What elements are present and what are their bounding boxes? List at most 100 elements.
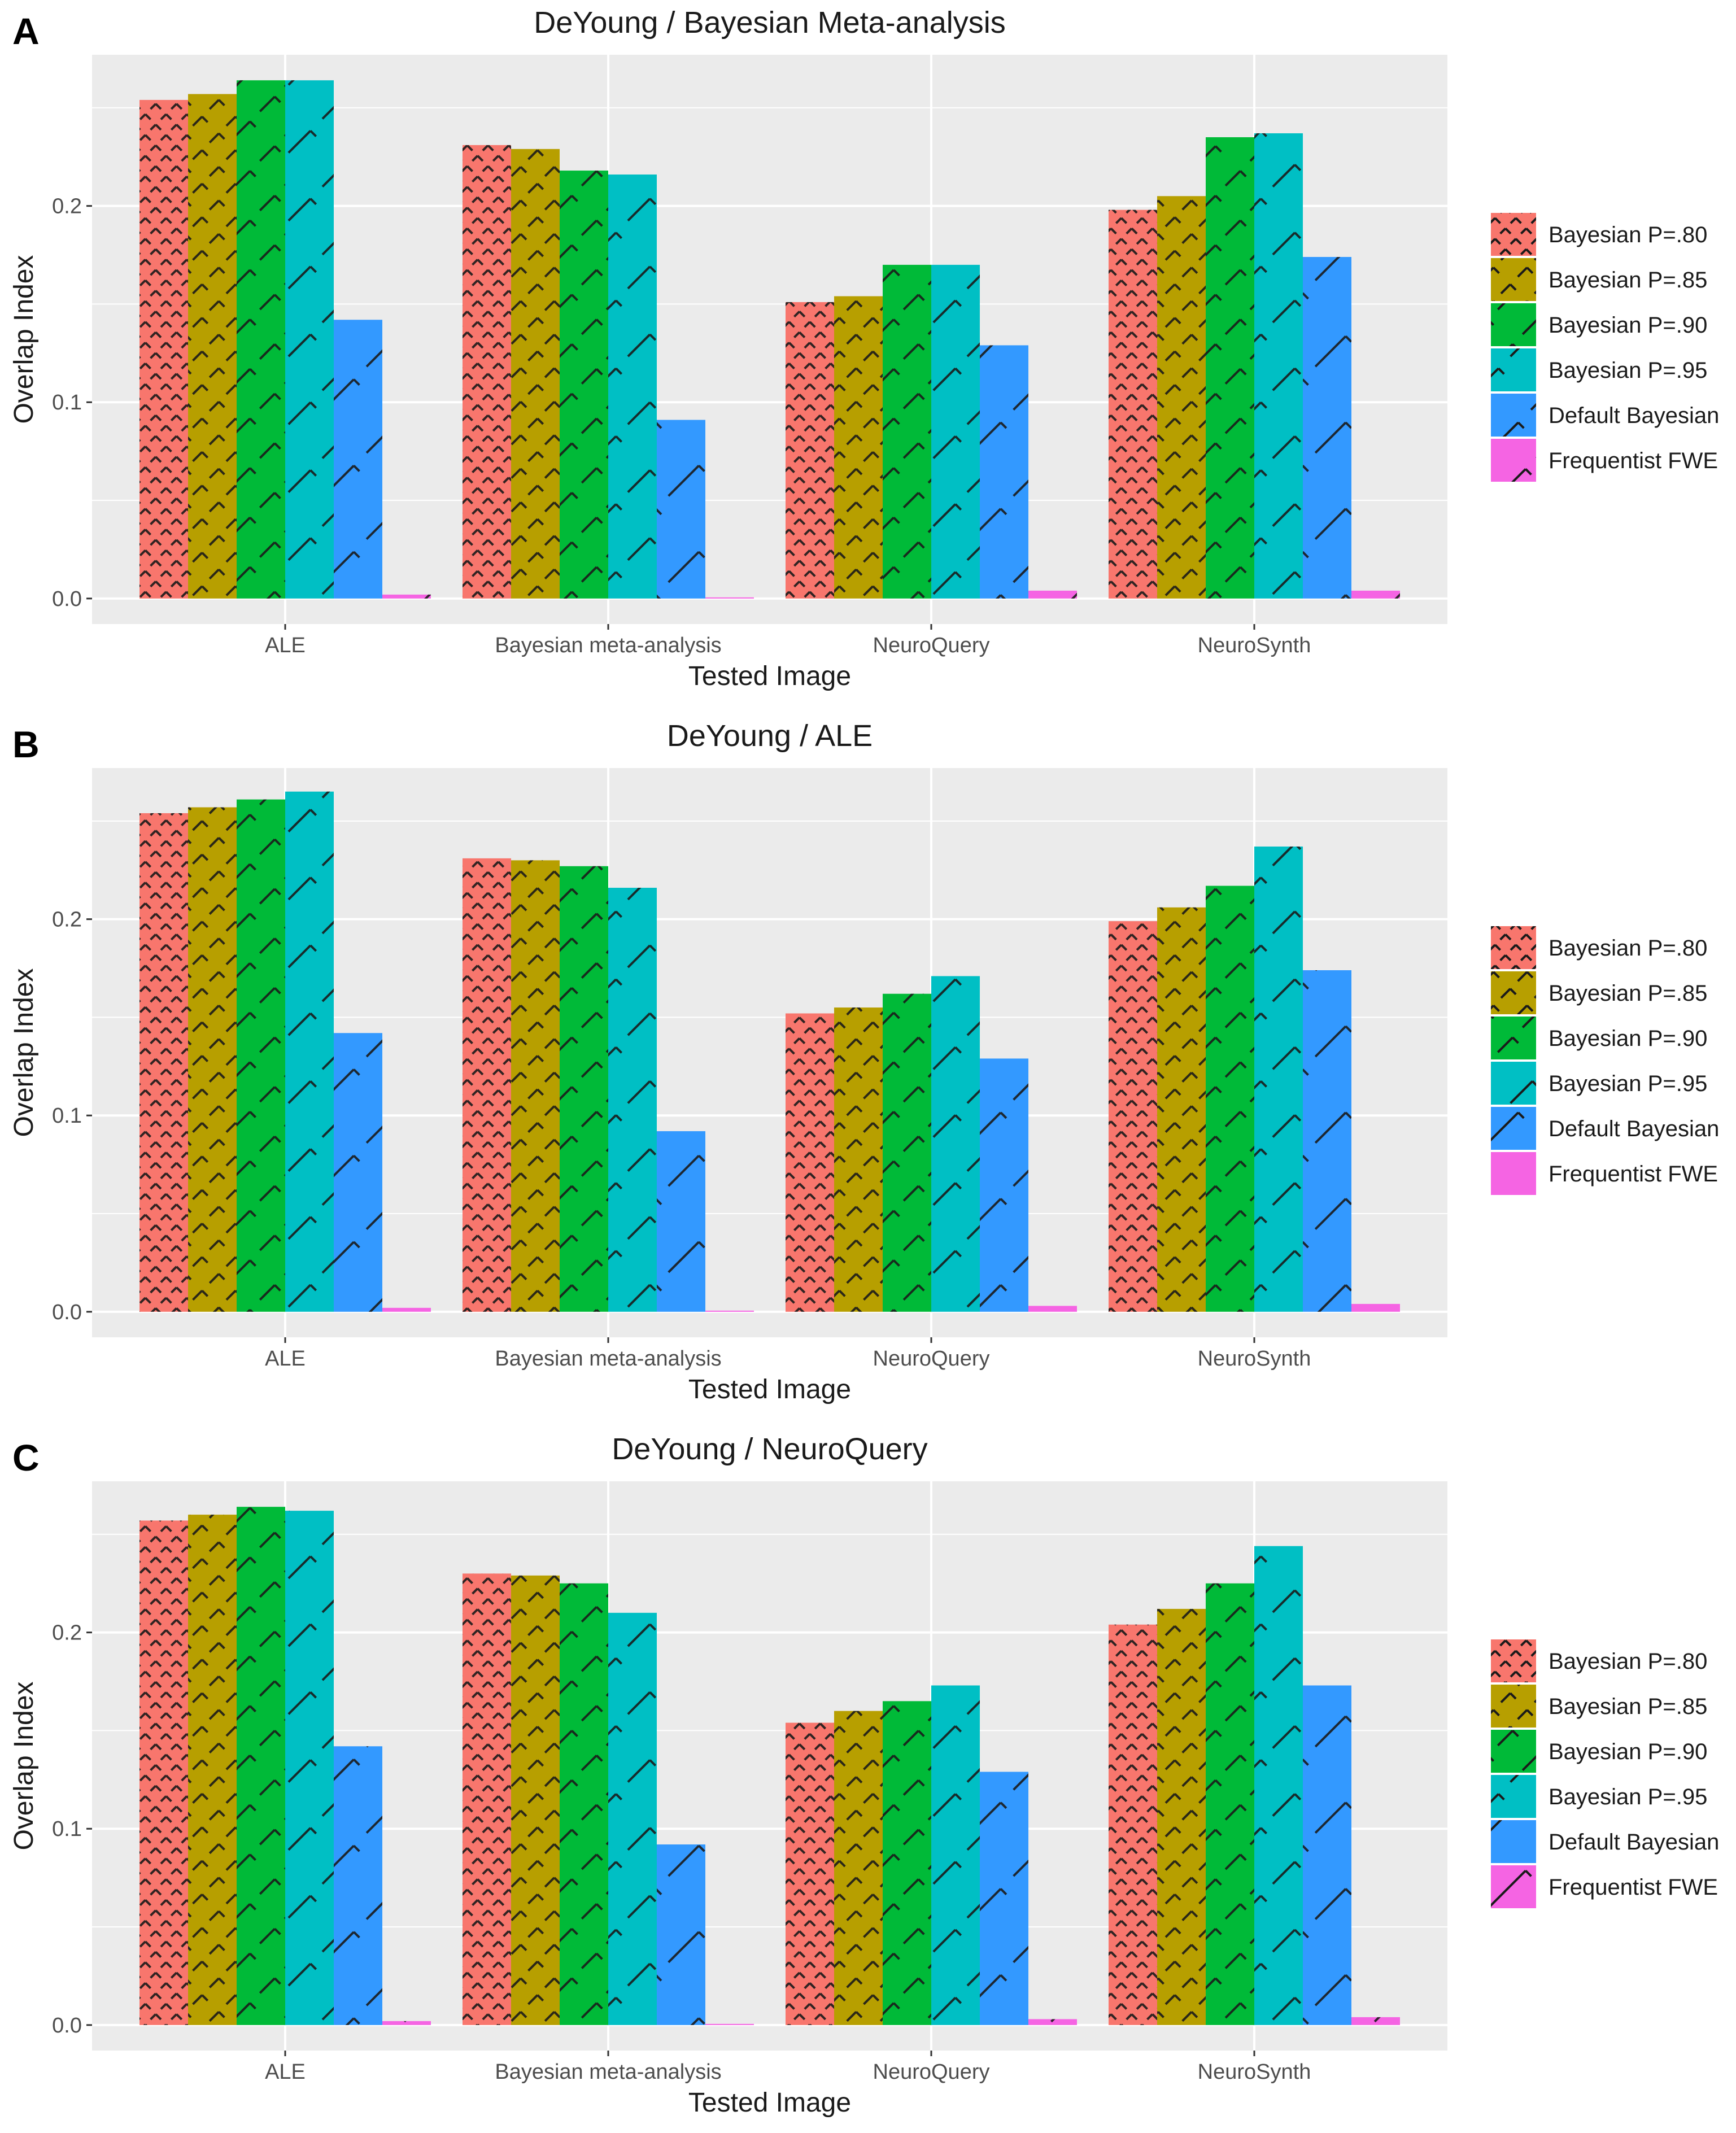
bar-hatch <box>1351 2017 1400 2025</box>
bar-hatch <box>463 858 511 1312</box>
bar-hatch <box>463 1573 511 2025</box>
bar-hatch <box>188 1515 237 2025</box>
x-tick-label: NeuroQuery <box>873 2060 990 2084</box>
bar-hatch <box>657 1131 705 1312</box>
y-tick-label: 0.1 <box>52 1104 82 1128</box>
bar-hatch <box>139 1520 188 2025</box>
x-tick-label: ALE <box>265 1347 306 1371</box>
x-tick-label: NeuroSynth <box>1198 2060 1311 2084</box>
bar-hatch <box>608 175 657 599</box>
legend-label: Bayesian P=.90 <box>1549 313 1707 338</box>
bar <box>705 1310 754 1312</box>
bar-hatch <box>1028 1306 1077 1312</box>
bar <box>705 2023 754 2025</box>
legend-label: Bayesian P=.80 <box>1549 936 1707 961</box>
legend-label: Bayesian P=.90 <box>1549 1739 1707 1764</box>
legend-label: Default Bayesian <box>1549 403 1719 428</box>
chart-panel-A: A DeYoung / Bayesian Meta-analysis 0.0 0.1 0… <box>9 6 1719 691</box>
legend-swatch-hatch <box>1491 439 1536 482</box>
legend-label: Default Bayesian <box>1549 1830 1719 1855</box>
bar-hatch <box>931 1685 980 2025</box>
y-axis-label: Overlap Index <box>9 969 39 1137</box>
bar-hatch <box>931 976 980 1312</box>
legend: Bayesian P=.80 Bayesian P=.85 Bayesian P=.… <box>1491 926 1719 1195</box>
legend-label: Bayesian P=.80 <box>1549 223 1707 247</box>
y-tick-label: 0.0 <box>52 2014 82 2038</box>
legend: Bayesian P=.80 Bayesian P=.85 Bayesian P=.… <box>1491 213 1719 482</box>
bar-hatch <box>1351 590 1400 599</box>
y-tick-label: 0.2 <box>52 908 82 932</box>
x-tick-label: Bayesian meta-analysis <box>495 2060 721 2084</box>
bar-hatch <box>1254 1546 1303 2025</box>
legend-swatch-hatch <box>1491 1775 1536 1818</box>
y-axis-label: Overlap Index <box>9 255 39 424</box>
legend-swatch-hatch <box>1491 1820 1536 1863</box>
chart-panel-B: B DeYoung / ALE 0.0 0.1 0.2 ALE Bayesian meta-… <box>9 719 1719 1404</box>
bar-hatch <box>1109 210 1157 599</box>
bar-hatch <box>786 1722 834 2025</box>
x-tick-label: Bayesian meta-analysis <box>495 634 721 657</box>
legend-label: Bayesian P=.85 <box>1549 981 1707 1006</box>
bar-hatch <box>1303 1685 1351 2025</box>
bar-hatch <box>1206 1583 1254 2025</box>
bar <box>705 597 754 599</box>
bar-hatch <box>834 1711 883 2025</box>
bar-hatch <box>139 813 188 1312</box>
bar-hatch <box>285 1511 334 2025</box>
x-tick-label: ALE <box>265 634 306 657</box>
x-axis-label: Tested Image <box>688 1375 851 1404</box>
bar-hatch <box>1157 907 1206 1312</box>
bar-hatch <box>334 1033 382 1312</box>
bar-hatch <box>188 807 237 1312</box>
bar-hatch <box>931 264 980 599</box>
legend-label: Bayesian P=.95 <box>1549 358 1707 383</box>
chart-title: DeYoung / ALE <box>667 719 873 753</box>
y-tick-label: 0.0 <box>52 587 82 611</box>
x-tick-label: Bayesian meta-analysis <box>495 1347 721 1371</box>
bar-hatch <box>382 2021 431 2025</box>
bar-hatch <box>188 94 237 599</box>
bar-hatch <box>1303 970 1351 1312</box>
bar-hatch <box>1206 886 1254 1312</box>
legend-swatch-hatch <box>1491 258 1536 301</box>
bar-hatch <box>560 171 608 599</box>
bar-hatch <box>463 145 511 599</box>
x-axis-label: Tested Image <box>688 661 851 691</box>
legend-label: Bayesian P=.85 <box>1549 268 1707 293</box>
chart-panel-C: C DeYoung / NeuroQuery 0.0 0.1 0.2 ALE Bayesia… <box>9 1432 1719 2118</box>
legend-label: Bayesian P=.95 <box>1549 1785 1707 1809</box>
bar-hatch <box>883 1701 931 2025</box>
bar-hatch <box>1254 133 1303 599</box>
bar-hatch <box>285 80 334 599</box>
bar-hatch <box>1109 921 1157 1312</box>
y-tick-label: 0.0 <box>52 1301 82 1324</box>
legend-swatch-hatch <box>1491 1730 1536 1773</box>
bar-hatch <box>285 791 334 1312</box>
legend-label: Frequentist FWE <box>1549 1875 1718 1900</box>
bar-hatch <box>237 1507 285 2025</box>
legend-swatch-hatch <box>1491 1152 1536 1195</box>
bar-hatch <box>883 264 931 599</box>
chart-title: DeYoung / Bayesian Meta-analysis <box>534 6 1006 40</box>
bar-hatch <box>560 1583 608 2025</box>
bar-hatch <box>980 345 1028 599</box>
bar-hatch <box>980 1772 1028 2025</box>
bar-hatch <box>511 860 560 1312</box>
x-axis-label: Tested Image <box>688 2088 851 2118</box>
bar-hatch <box>834 296 883 599</box>
legend-swatch-hatch <box>1491 348 1536 391</box>
bar-hatch <box>511 149 560 599</box>
legend-swatch-hatch <box>1491 971 1536 1014</box>
bar-hatch <box>786 1013 834 1312</box>
bar-hatch <box>883 993 931 1312</box>
legend-swatch-hatch <box>1491 394 1536 437</box>
legend-label: Bayesian P=.85 <box>1549 1694 1707 1719</box>
bar-hatch <box>1351 1303 1400 1312</box>
bar-hatch <box>560 866 608 1312</box>
bar-hatch <box>139 99 188 599</box>
bar-hatch <box>1303 257 1351 599</box>
bar-hatch <box>1028 2019 1077 2025</box>
bar-hatch <box>334 1746 382 2025</box>
x-tick-label: NeuroQuery <box>873 634 990 657</box>
